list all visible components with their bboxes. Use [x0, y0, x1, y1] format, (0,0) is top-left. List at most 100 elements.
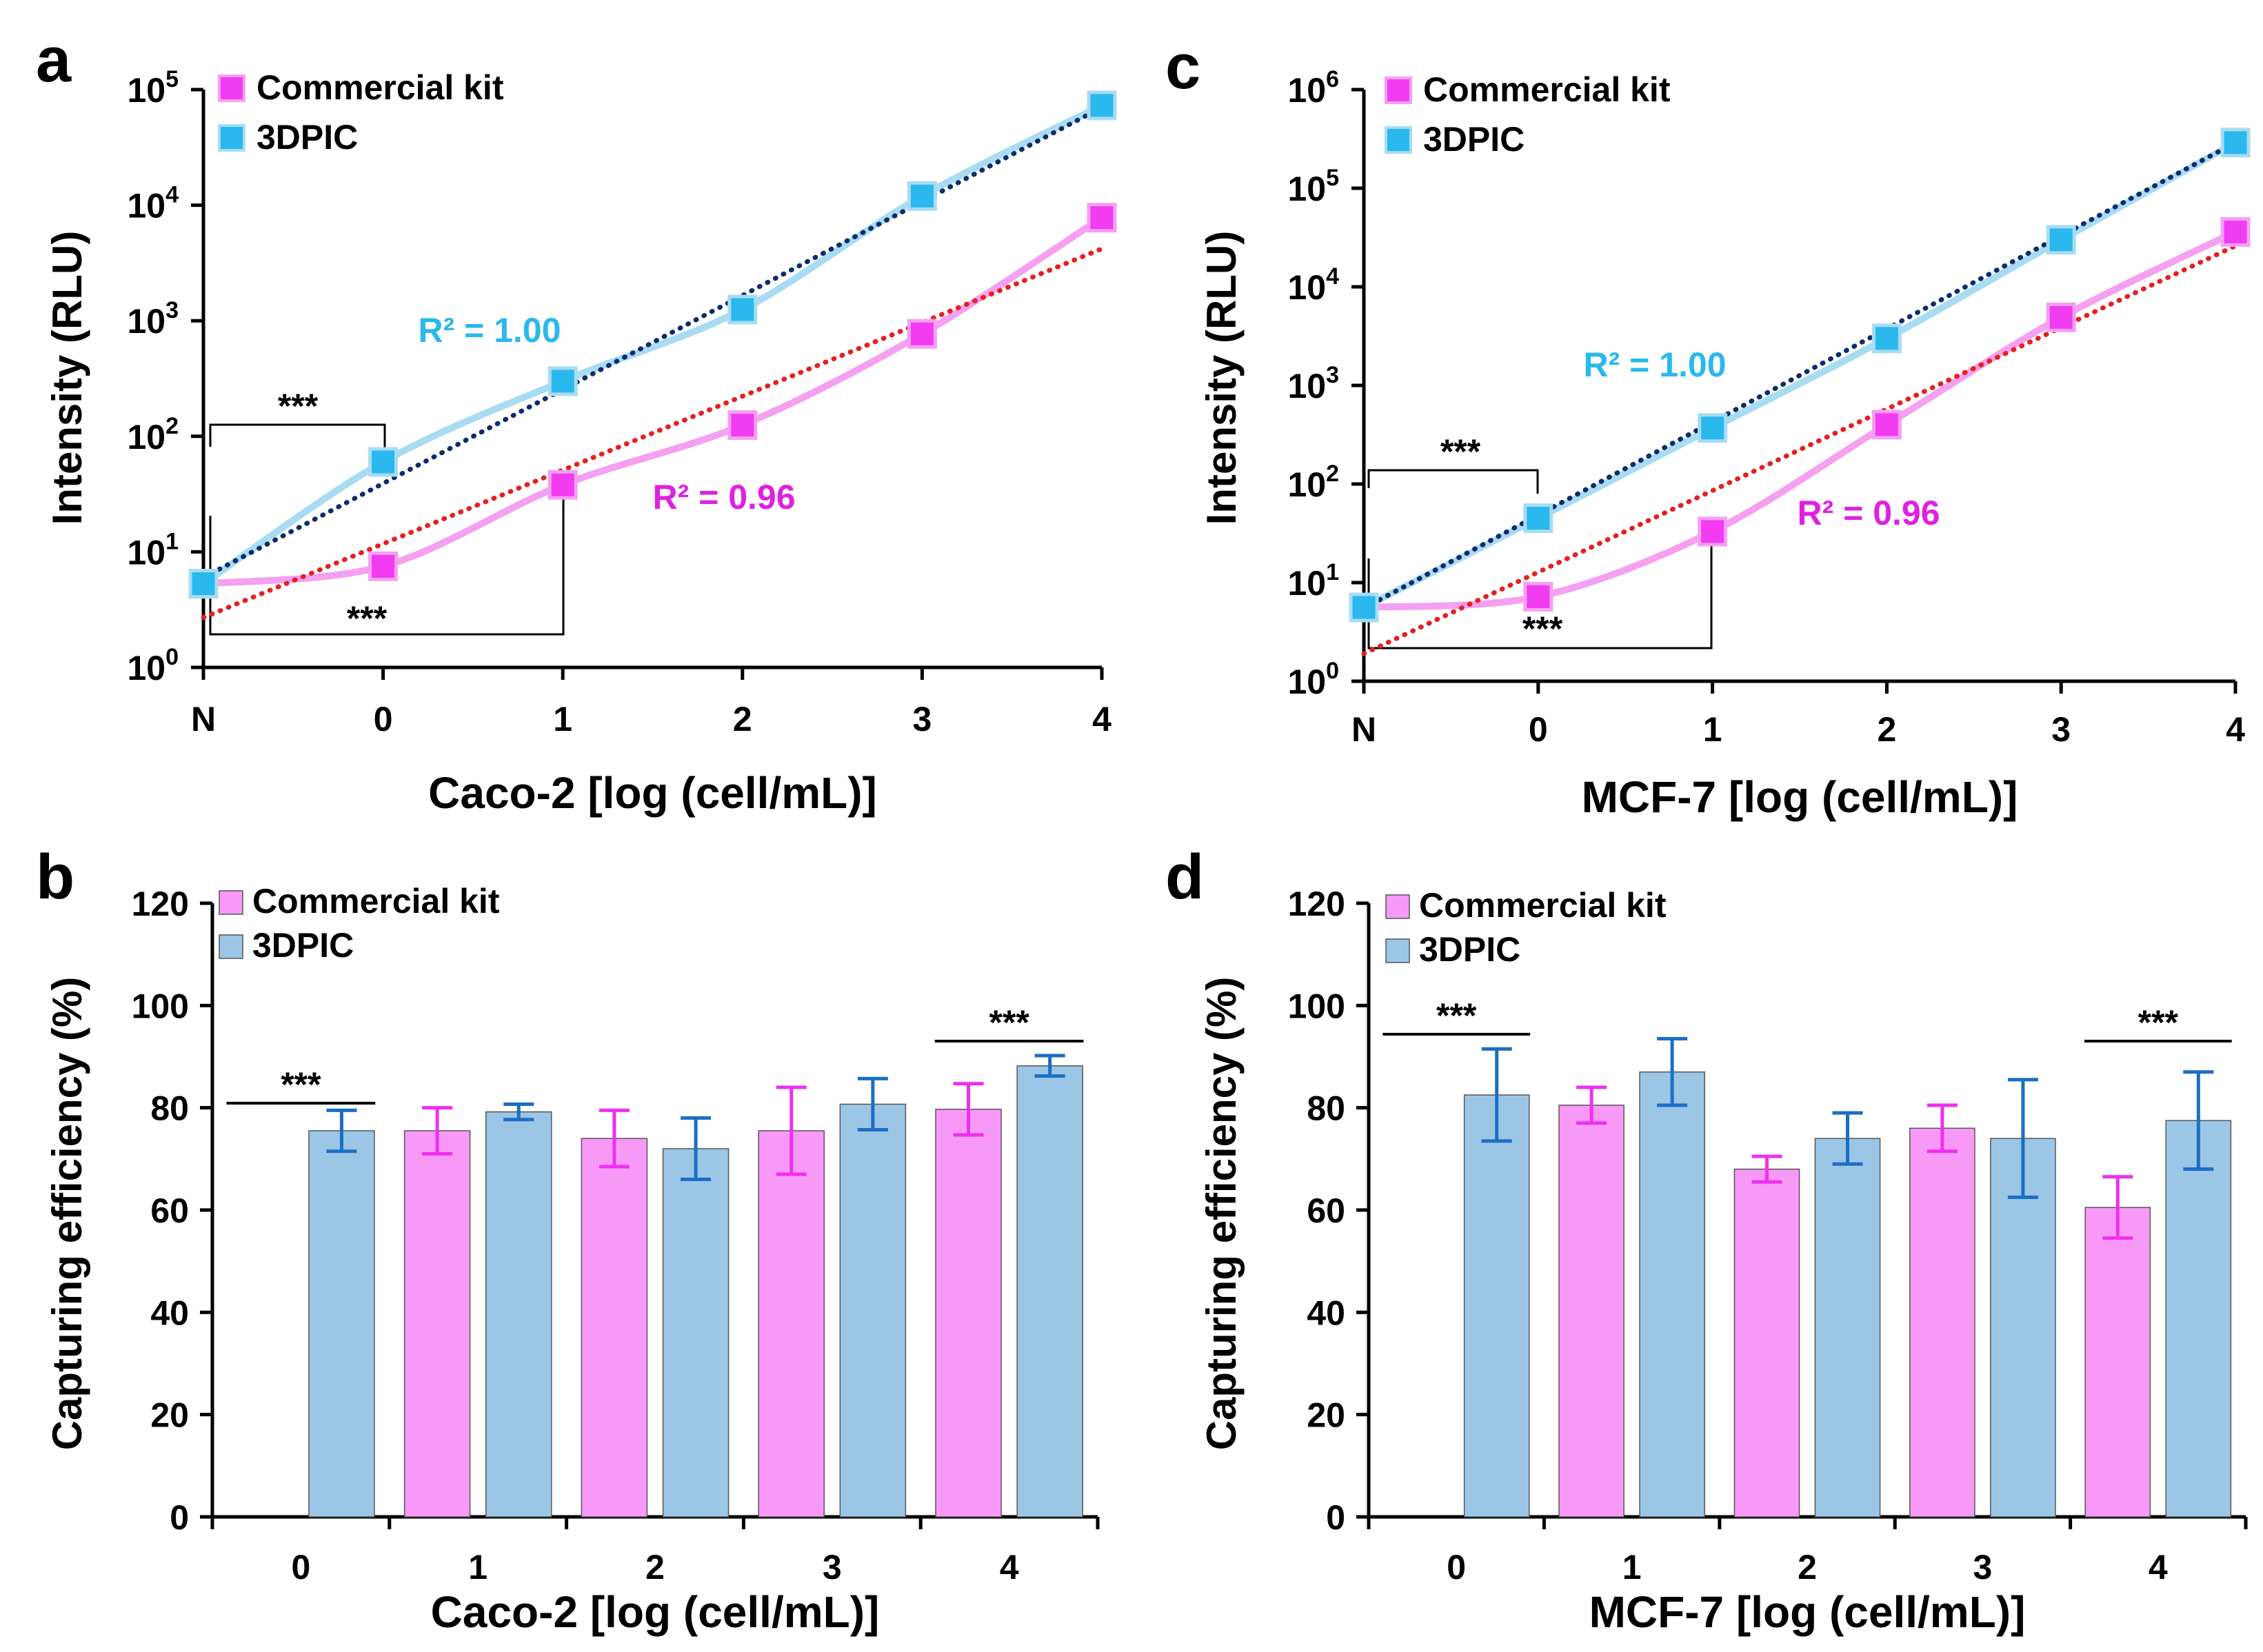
x-tick-label: N	[191, 700, 216, 738]
x-axis-title: MCF-7 [log (cell/mL)]	[1589, 1587, 2026, 1637]
y-tick-label: 102	[127, 413, 179, 456]
series-line-3dpic	[200, 101, 1105, 587]
error-bar-3dpic	[857, 1076, 888, 1132]
significance-label: ***	[1522, 610, 1563, 648]
legend-label: Commercial kit	[1419, 886, 1667, 925]
legend-label: Commercial kit	[1423, 70, 1671, 109]
data-point-3dpic	[547, 366, 578, 396]
bar-3dpic	[1639, 1071, 1705, 1518]
x-axis-title: Caco-2 [log (cell/mL)]	[428, 768, 877, 818]
x-tick-label: 2	[645, 1548, 665, 1586]
trendline-3dpic	[201, 105, 1105, 581]
panel-label: b	[36, 842, 74, 912]
error-bar-commercial-kit	[1751, 1154, 1782, 1184]
x-tick-label: 3	[1973, 1548, 1992, 1586]
x-tick-label: 4	[2226, 710, 2245, 749]
significance-label: ***	[989, 1003, 1029, 1042]
y-tick-label: 20	[150, 1396, 189, 1435]
y-tick-label: 103	[127, 297, 179, 341]
data-point-commercial-kit	[2220, 216, 2251, 247]
x-axis-title: MCF-7 [log (cell/mL)]	[1582, 772, 2018, 822]
legend-swatch	[1385, 77, 1412, 104]
data-point-commercial-kit	[1871, 410, 1902, 440]
x-tick-label: 1	[1703, 710, 1722, 749]
data-point-3dpic	[368, 447, 399, 477]
x-tick-label: 3	[2051, 710, 2071, 749]
x-tick-label: 4	[1000, 1548, 1019, 1586]
y-axis-title: Intensity (RLU)	[44, 231, 90, 525]
y-tick-label: 40	[1307, 1293, 1345, 1332]
legend-swatch	[1385, 938, 1410, 963]
bar-commercial-kit	[581, 1138, 648, 1518]
r-squared-commercial-kit: R² = 0.96	[1797, 494, 1940, 532]
y-axis-title: Intensity (RLU)	[1198, 231, 1245, 525]
error-bar-commercial-kit	[422, 1106, 453, 1156]
significance-bracket	[209, 423, 386, 448]
r-squared-commercial-kit: R² = 0.96	[652, 478, 795, 516]
y-tick-label: 0	[170, 1498, 189, 1537]
legend-swatch	[219, 934, 243, 959]
panel-label: a	[36, 25, 72, 95]
error-bar-commercial-kit	[1576, 1085, 1607, 1125]
bar-3dpic	[1814, 1138, 1881, 1518]
bar-3dpic	[2165, 1120, 2232, 1518]
y-tick-label: 120	[1288, 885, 1345, 923]
y-tick-label: 40	[150, 1293, 189, 1332]
data-point-3dpic	[2046, 225, 2076, 255]
x-tick-label: 4	[2149, 1548, 2168, 1586]
x-tick-label: 2	[733, 700, 752, 738]
trendline-3dpic	[1361, 140, 2238, 611]
error-bar-commercial-kit	[2102, 1175, 2133, 1240]
data-point-commercial-kit	[1698, 516, 1728, 547]
bar-3dpic	[1016, 1065, 1083, 1518]
legend-label: 3DPIC	[1419, 930, 1520, 969]
data-point-3dpic	[1698, 413, 1728, 443]
error-bar-3dpic	[1832, 1111, 1863, 1166]
error-bar-3dpic	[326, 1108, 357, 1154]
x-tick-label: 0	[374, 700, 393, 738]
data-point-commercial-kit	[727, 410, 758, 441]
x-tick-label: 0	[291, 1548, 310, 1586]
bar-3dpic	[1990, 1138, 2056, 1518]
significance-label: ***	[1436, 996, 1477, 1035]
error-bar-3dpic	[681, 1116, 712, 1181]
y-tick-label: 80	[150, 1089, 189, 1128]
y-tick-label: 60	[150, 1191, 189, 1230]
x-tick-label: 4	[1092, 700, 1112, 738]
error-bar-3dpic	[2183, 1070, 2214, 1171]
error-bar-3dpic	[503, 1102, 534, 1122]
y-tick-label: 101	[1287, 559, 1339, 603]
r-squared-3dpic: R² = 1.00	[1583, 345, 1726, 384]
y-tick-label: 104	[1287, 263, 1339, 307]
y-tick-label: 105	[1287, 165, 1339, 208]
legend-label: 3DPIC	[1423, 120, 1525, 159]
y-tick-label: 60	[1307, 1191, 1345, 1230]
data-point-commercial-kit	[368, 551, 399, 581]
data-point-3dpic	[188, 569, 219, 599]
x-tick-label: 3	[823, 1548, 842, 1586]
error-bar-commercial-kit	[1927, 1103, 1958, 1154]
panel-a: a 100 101 102 103 104 105 N 0 1 2 3 4 Intensity (RLU)…	[36, 25, 1117, 818]
significance-label: ***	[347, 599, 388, 638]
legend-swatch	[219, 890, 243, 915]
y-tick-label: 104	[127, 182, 179, 225]
y-tick-label: 100	[127, 644, 179, 687]
bar-commercial-kit	[1558, 1105, 1625, 1518]
data-point-3dpic	[1523, 503, 1553, 534]
significance-label: ***	[1440, 432, 1481, 471]
series-line-commercial-kit	[200, 214, 1105, 587]
data-point-3dpic	[1087, 90, 1117, 121]
y-tick-label: 101	[127, 528, 179, 572]
x-axis-title: Caco-2 [log (cell/mL)]	[431, 1587, 880, 1637]
error-bar-commercial-kit	[953, 1082, 984, 1137]
error-bar-commercial-kit	[776, 1085, 807, 1176]
bar-3dpic	[839, 1103, 907, 1518]
trendline-commercial-kit	[1361, 243, 2238, 656]
x-tick-label: 0	[1529, 710, 1548, 749]
x-tick-label: 0	[1447, 1548, 1466, 1586]
data-point-3dpic	[907, 181, 937, 211]
x-tick-label: 2	[1798, 1548, 1817, 1586]
y-tick-label: 100	[132, 987, 189, 1025]
y-tick-label: 120	[132, 885, 189, 923]
data-point-3dpic	[2220, 128, 2251, 158]
